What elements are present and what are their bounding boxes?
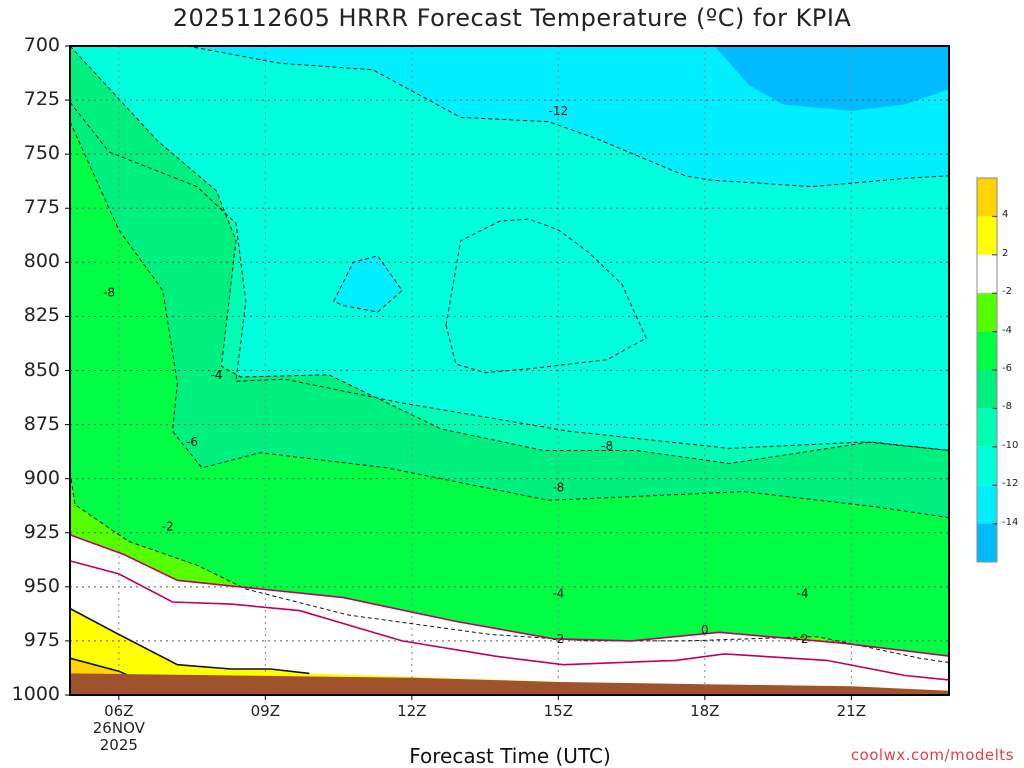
contour-line <box>69 560 950 681</box>
contour-line <box>69 101 950 451</box>
contour-label: -8 <box>552 480 564 494</box>
y-tick-label: 825 <box>23 304 60 327</box>
contour-label-layer: -12 -8 -4 -8 -6 -2 -8 -4 -4 -2 -2 0 <box>103 104 808 646</box>
contour-line <box>333 255 403 313</box>
y-tick-label: 750 <box>23 142 60 165</box>
y-tick-label: 775 <box>23 196 60 219</box>
y-tick-label: 900 <box>23 466 60 489</box>
fill-band <box>70 608 949 695</box>
x-axis-title: Forecast Time (UTC) <box>409 744 611 768</box>
contour-label: -4 <box>797 586 809 600</box>
y-tick-label: 950 <box>23 574 60 597</box>
colorbar-label: -14 <box>1002 516 1019 528</box>
contour-line <box>69 472 950 663</box>
colorbar-swatch <box>977 446 997 486</box>
x-tick-label: 18Z <box>690 702 720 720</box>
colorbar-swatch <box>977 216 997 255</box>
contour-label: 0 <box>701 623 709 637</box>
colorbar-label: -10 <box>1002 439 1019 451</box>
contour-label: -8 <box>103 286 115 300</box>
x-tick-label: 21Z <box>836 702 867 720</box>
colorbar-swatch <box>977 485 997 524</box>
colorbar <box>976 177 998 563</box>
ground-surface <box>70 673 949 695</box>
contour-label: -2 <box>797 632 809 646</box>
y-tick-label: 725 <box>23 88 60 111</box>
x-axis-date-day: 26NOV <box>92 719 145 737</box>
contour-line <box>187 45 950 188</box>
x-tick-label: 12Z <box>397 702 427 720</box>
contour-label: -8 <box>601 439 613 453</box>
colorbar-label: -12 <box>1002 478 1019 490</box>
x-tick-label: 09Z <box>250 702 281 720</box>
frame-layer <box>65 45 950 700</box>
x-tick-label: 06Z <box>104 702 134 720</box>
contour-label: -2 <box>552 632 564 646</box>
x-tick-label: 15Z <box>543 702 574 720</box>
y-tick-label: 875 <box>23 412 60 435</box>
colorbar-swatch <box>977 178 997 217</box>
colorbar-label: -2 <box>1002 286 1012 298</box>
contour-label: -12 <box>549 104 569 118</box>
contour-label: -4 <box>211 368 223 382</box>
x-axis-date-year: 2025 <box>99 736 138 754</box>
colorbar-swatch <box>977 293 997 332</box>
colorbar-label: 2 <box>1002 247 1009 259</box>
contour-line <box>445 218 647 374</box>
y-tick-label: 850 <box>23 358 60 381</box>
colorbar-swatch <box>977 523 997 562</box>
fill-band <box>70 46 949 695</box>
ground-layer <box>70 673 949 695</box>
colorbar-swatch <box>977 254 997 294</box>
contour-label: -4 <box>552 586 564 600</box>
colorbar-swatch <box>977 331 997 370</box>
contour-label: -2 <box>162 519 174 533</box>
y-tick-label: 925 <box>23 520 60 543</box>
colorbar-swatch <box>977 370 997 409</box>
chart-title: 2025112605 HRRR Forecast Temperature (ºC… <box>172 4 852 32</box>
colorbar-label: 4 <box>1002 209 1009 221</box>
contour-label: -6 <box>186 435 198 449</box>
y-tick-label: 1000 <box>11 683 60 705</box>
contour-line <box>69 534 950 657</box>
fill-band <box>333 255 403 313</box>
y-tick-label: 700 <box>23 34 60 56</box>
credit-text: coolwx.com/modelts <box>850 746 1014 764</box>
colorbar-label: -8 <box>1002 401 1012 413</box>
colorbar-label: -6 <box>1002 363 1012 374</box>
grid-layer <box>70 46 949 695</box>
fill-band <box>714 46 949 111</box>
colorbar-label: -4 <box>1002 324 1012 336</box>
contour-layer <box>69 45 950 681</box>
colorbar-swatch <box>977 408 997 447</box>
contour-line <box>69 45 950 465</box>
y-tick-label: 975 <box>23 628 60 651</box>
y-tick-label: 800 <box>23 250 60 273</box>
contour-line <box>69 607 310 675</box>
contour-line <box>69 121 950 519</box>
